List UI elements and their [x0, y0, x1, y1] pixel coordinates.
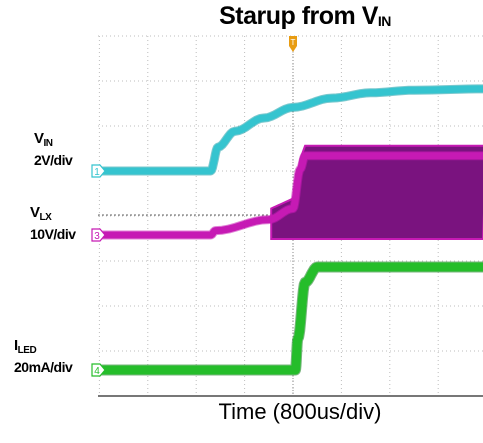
vin-name: VIN [34, 130, 53, 149]
vlx-switching-band [270, 144, 483, 240]
vlx-channel-marker-label: 3 [94, 231, 100, 242]
x-axis-label: Time (800us/div) [218, 399, 382, 424]
iled-channel-marker-icon [91, 363, 106, 377]
vin-channel-marker-label: 1 [94, 167, 100, 178]
vin-channel-label: VIN 2V/div [34, 130, 73, 168]
chart-title: Starup from VIN [219, 2, 391, 30]
trigger-marker-icon [289, 36, 297, 52]
iled-trace-shadow [99, 261, 483, 376]
vin-scale: 2V/div [34, 152, 73, 168]
vlx-trace [99, 152, 483, 239]
vin-trace [99, 85, 483, 175]
vlx-name: VLX [30, 204, 52, 223]
vlx-channel-label: VLX 10V/div [30, 204, 76, 242]
vlx-scale: 10V/div [30, 226, 76, 242]
trigger-marker-label: T [291, 38, 296, 47]
iled-trace [99, 262, 483, 375]
iled-channel-label: ILED 20mA/div [14, 337, 73, 375]
iled-channel-marker-label: 4 [94, 366, 100, 377]
iled-scale: 20mA/div [14, 359, 73, 375]
vlx-channel-marker-icon [91, 228, 106, 242]
iled-name: ILED [14, 337, 37, 356]
vin-channel-marker-icon [91, 164, 106, 178]
